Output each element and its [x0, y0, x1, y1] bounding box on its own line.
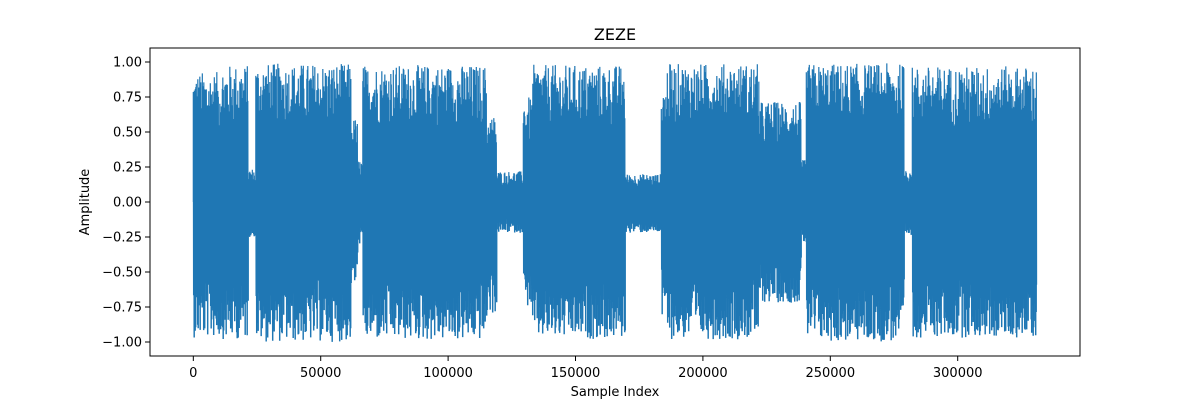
x-tick-label: 200000: [678, 366, 728, 381]
x-tick-label: 250000: [805, 366, 855, 381]
plot-area: [149, 47, 1081, 357]
x-tick-label: 100000: [423, 366, 473, 381]
x-tick-label: 0: [189, 366, 197, 381]
y-tick-label: −0.25: [102, 231, 142, 246]
waveform-series-line: [192, 63, 1038, 342]
y-tick-label: 0.50: [113, 126, 142, 141]
y-axis-label: Amplitude: [78, 169, 93, 236]
y-tick-label: −1.00: [102, 336, 142, 351]
y-tick-label: 0.25: [113, 161, 142, 176]
x-tick-label: 50000: [300, 366, 341, 381]
x-axis: 0 50000 100000 150000 200000 250000 300000: [189, 356, 983, 381]
y-tick-label: 1.00: [113, 56, 142, 71]
y-tick-label: 0.00: [113, 196, 142, 211]
y-tick-label: −0.50: [102, 266, 142, 281]
series-layer: [192, 63, 1038, 342]
chart-title: ZEZE: [594, 25, 636, 44]
x-tick-label: 150000: [551, 366, 601, 381]
y-tick-label: −0.75: [102, 301, 142, 316]
x-tick-label: 300000: [933, 366, 983, 381]
x-axis-label: Sample Index: [571, 385, 660, 400]
y-tick-label: 0.75: [113, 91, 142, 106]
y-axis: −1.00 −0.75 −0.50 −0.25 0.00 0.25 0.50 0.75 1.00: [102, 56, 150, 351]
